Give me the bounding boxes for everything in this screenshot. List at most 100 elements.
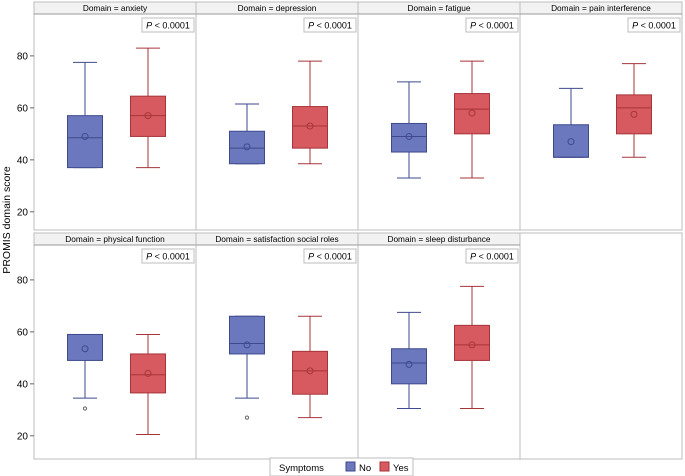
box-yes <box>454 285 490 410</box>
mean-marker <box>144 369 152 377</box>
pvalue-frame <box>465 248 519 264</box>
legend-swatch <box>345 461 356 472</box>
iqr-box <box>67 115 103 169</box>
iqr-box <box>292 350 328 395</box>
legend-entry-yes: Yes <box>379 461 409 474</box>
panel-title: Domain = anxiety <box>83 3 148 13</box>
iqr-box <box>292 106 328 149</box>
mean-marker <box>243 341 251 349</box>
mean-marker <box>405 360 413 368</box>
box-no <box>391 81 427 179</box>
pvalue-box: P < 0.0001 <box>303 17 357 33</box>
pvalue-frame <box>303 248 357 264</box>
box-no <box>67 61 103 169</box>
pvalue-frame <box>141 17 195 33</box>
panel-frame <box>33 232 197 460</box>
pvalue-box: P < 0.0001 <box>627 17 681 33</box>
legend-swatch <box>379 461 390 472</box>
y-tick-label: 20 <box>17 207 29 218</box>
pvalue-frame <box>627 17 681 33</box>
outlier-point <box>244 415 250 420</box>
panel-frame <box>33 1 197 231</box>
panel-frame <box>195 232 359 460</box>
panel-title: Domain = depression <box>238 3 317 13</box>
panel-frame <box>195 1 359 231</box>
empty-panel <box>519 232 683 460</box>
pvalue-label: P < 0.0001 <box>470 21 514 31</box>
pvalue-label: P < 0.0001 <box>632 21 676 31</box>
legend-entry-no: No <box>345 461 371 474</box>
iqr-box <box>391 122 427 153</box>
mean-marker <box>144 112 152 120</box>
iqr-box <box>391 348 427 385</box>
box-yes <box>292 315 328 419</box>
box-no <box>67 333 103 411</box>
pvalue-box: P < 0.0001 <box>141 248 195 264</box>
pvalue-box: P < 0.0001 <box>465 17 519 33</box>
pvalue-label: P < 0.0001 <box>470 252 514 262</box>
pvalue-box: P < 0.0001 <box>465 248 519 264</box>
y-tick-label: 80 <box>17 51 29 62</box>
panel-title: Domain = pain interference <box>551 3 651 13</box>
iqr-box <box>454 93 490 135</box>
panel-title: Domain = satisfaction social roles <box>215 234 338 244</box>
mean-marker <box>81 132 89 140</box>
panel-sleep-disturbance: Domain = sleep disturbance P < 0.0001 <box>357 232 521 460</box>
y-tick-label: 20 <box>17 431 29 442</box>
iqr-box <box>130 95 166 137</box>
pvalue-frame <box>141 248 195 264</box>
box-no <box>553 87 589 158</box>
y-tick-label: 60 <box>17 327 29 338</box>
panel-pain-interference: Domain = pain interference P < 0.0001 <box>519 1 683 231</box>
outlier-point <box>82 406 88 411</box>
box-yes <box>130 333 166 436</box>
y-axis-label: PROMIS domain score <box>1 166 13 274</box>
pvalue-label: P < 0.0001 <box>146 21 190 31</box>
box-yes <box>454 60 490 179</box>
panel-physical-function: Domain = physical function P < 0.0001 20 40… <box>17 232 197 460</box>
mean-marker <box>405 132 413 140</box>
box-no <box>229 103 265 165</box>
mean-marker <box>630 110 638 118</box>
mean-marker <box>468 109 476 117</box>
pvalue-label: P < 0.0001 <box>308 252 352 262</box>
pvalue-frame <box>465 17 519 33</box>
box-yes <box>130 47 166 169</box>
legend-label: Yes <box>393 463 409 474</box>
box-no <box>391 311 427 410</box>
mean-marker <box>306 367 314 375</box>
pvalue-label: P < 0.0001 <box>308 21 352 31</box>
legend-title: Symptoms <box>279 463 324 474</box>
iqr-box <box>229 130 265 165</box>
iqr-box <box>130 353 166 394</box>
box-no <box>229 315 265 420</box>
box-yes <box>292 60 328 165</box>
panel-title: Domain = sleep disturbance <box>387 234 490 244</box>
mean-marker <box>567 138 575 146</box>
mean-marker <box>468 341 476 349</box>
iqr-box <box>553 124 589 158</box>
legend: Symptoms No Yes <box>269 457 414 476</box>
mean-marker <box>243 143 251 151</box>
mean-marker <box>81 345 89 353</box>
iqr-box <box>616 94 652 135</box>
panel-anxiety: Domain = anxiety P < 0.0001 20 40 60 80 <box>17 1 197 231</box>
panel-frame <box>519 1 683 231</box>
panel-frame <box>357 1 521 231</box>
panel-title: Domain = fatigue <box>408 3 471 13</box>
pvalue-box: P < 0.0001 <box>141 17 195 33</box>
y-tick-label: 60 <box>17 103 29 114</box>
panel-depression: Domain = depression P < 0.0001 <box>195 1 359 231</box>
box-yes <box>616 63 652 158</box>
pvalue-label: P < 0.0001 <box>146 252 190 262</box>
mean-marker <box>306 122 314 130</box>
y-tick-label: 80 <box>17 275 29 286</box>
y-tick-label: 40 <box>17 379 29 390</box>
panel-title: Domain = physical function <box>65 234 165 244</box>
panel-fatigue: Domain = fatigue P < 0.0001 <box>357 1 521 231</box>
pvalue-frame <box>303 17 357 33</box>
y-tick-label: 40 <box>17 155 29 166</box>
pvalue-box: P < 0.0001 <box>303 248 357 264</box>
